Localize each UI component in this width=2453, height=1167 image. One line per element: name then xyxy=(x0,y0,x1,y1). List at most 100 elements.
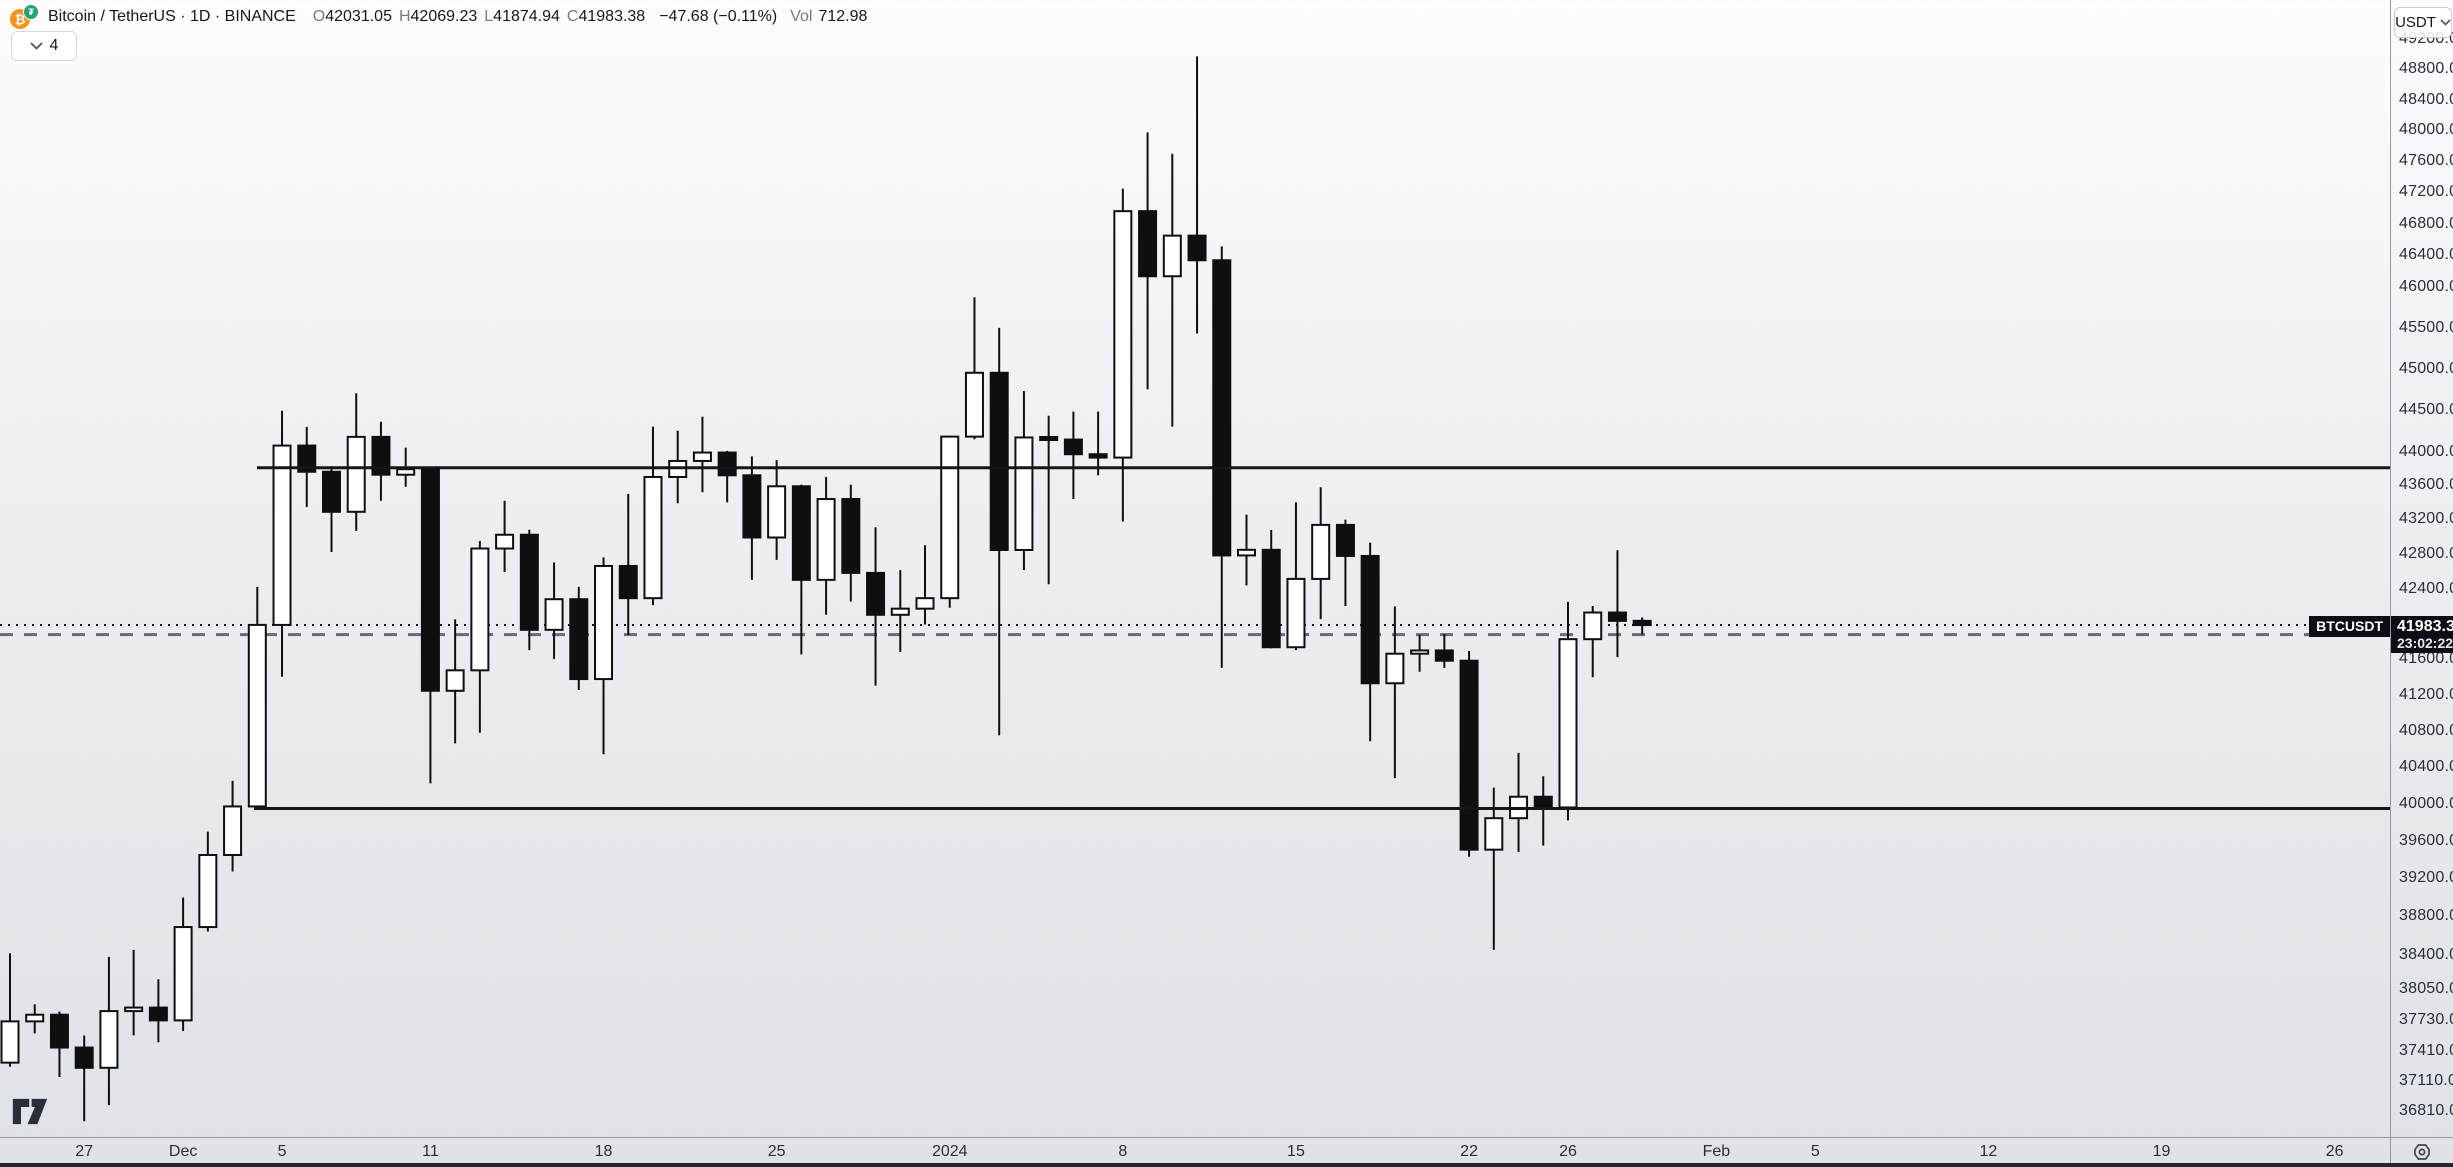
candle-dec-25 xyxy=(767,460,787,560)
candle-jan-26 xyxy=(1558,602,1578,821)
candle-dec-31 xyxy=(915,545,935,625)
candle-jan-13 xyxy=(1237,514,1256,586)
candle-jan-25 xyxy=(1533,776,1553,846)
candle-dec-5 xyxy=(272,410,292,677)
price-tick-label: 44500.00 xyxy=(2399,400,2453,418)
candle-dec-2 xyxy=(198,831,218,932)
candle-jan-8 xyxy=(1113,188,1133,522)
price-tick-label: 36810.00 xyxy=(2399,1101,2453,1119)
time-tick-label: 26 xyxy=(1559,1143,1577,1160)
time-tick-label: 19 xyxy=(2152,1143,2171,1160)
candle-nov-26 xyxy=(49,1011,69,1077)
price-scale[interactable]: USDT 41983.38 23:02:22 49200.0048800.004… xyxy=(2390,0,2453,1137)
hidden-indicator-count: 4 xyxy=(49,37,59,54)
candle-jan-14 xyxy=(1261,529,1281,649)
legend-collapse-button[interactable]: 4 xyxy=(11,31,77,61)
candle-jan-28 xyxy=(1607,550,1627,658)
candle-dec-14 xyxy=(495,500,515,573)
symbol-title[interactable]: Bitcoin / TetherUS · 1D · BINANCE xyxy=(48,8,296,25)
candle-dec-13 xyxy=(470,540,490,733)
candle-jan-17 xyxy=(1335,519,1355,607)
candle-dec-22 xyxy=(692,416,712,493)
time-tick-label: 26 xyxy=(2325,1143,2344,1160)
candle-jan-5 xyxy=(1039,415,1059,585)
candle-jan-2 xyxy=(964,297,984,440)
candle-jan-6 xyxy=(1063,411,1083,500)
time-tick-label: 15 xyxy=(1287,1143,1305,1160)
volume-label: Vol xyxy=(790,8,813,25)
price-line-symbol-tag: BTCUSDT xyxy=(2309,616,2390,638)
time-tick-label: 27 xyxy=(75,1143,94,1160)
price-tick-label: 41600.00 xyxy=(2399,649,2453,667)
candle-dec-26 xyxy=(791,484,811,655)
price-tick-label: 39200.00 xyxy=(2399,869,2453,887)
candle-nov-25 xyxy=(25,1004,45,1034)
price-tick-label: 43200.00 xyxy=(2399,510,2453,528)
tether-coin-icon: ₮ xyxy=(23,4,39,20)
price-unit-button[interactable]: USDT xyxy=(2394,7,2452,38)
candle-jan-18 xyxy=(1360,542,1380,742)
current-price-value: 41983.38 xyxy=(2397,618,2453,636)
candle-dec-4 xyxy=(247,586,267,808)
candle-jan-3 xyxy=(989,327,1009,736)
time-tick-label: 2024 xyxy=(931,1143,968,1160)
candlestick-plot-area[interactable] xyxy=(0,0,2390,1137)
price-tick-label: 40400.00 xyxy=(2399,758,2453,776)
current-price-label: 41983.38 23:02:22 xyxy=(2391,616,2453,654)
time-tick-label: 12 xyxy=(1979,1143,1998,1160)
candle-nov-30 xyxy=(148,979,168,1043)
time-tick-label: 18 xyxy=(594,1143,613,1160)
tradingview-logo[interactable] xyxy=(12,1098,48,1130)
ohlc-key: C xyxy=(566,8,579,25)
time-tick-label: 8 xyxy=(1118,1143,1128,1160)
candle-dec-3 xyxy=(223,780,243,872)
price-tick-label: 40800.00 xyxy=(2399,721,2453,739)
ohlc-key: O xyxy=(312,8,326,25)
scales-settings-corner[interactable] xyxy=(2390,1137,2453,1165)
candle-jan-10 xyxy=(1162,153,1182,427)
candle-dec-23 xyxy=(717,450,737,503)
price-tick-label: 46000.00 xyxy=(2399,278,2453,296)
price-unit-label: USDT xyxy=(2395,14,2436,31)
price-tick-label: 41200.00 xyxy=(2399,685,2453,703)
candle-jan-23 xyxy=(1484,787,1504,950)
price-tick-label: 45500.00 xyxy=(2399,318,2453,336)
candle-dec-30 xyxy=(890,570,910,652)
candle-dec-9 xyxy=(371,421,391,501)
candle-dec-18 xyxy=(594,557,614,755)
candle-dec-1 xyxy=(173,897,193,1031)
ohlc-value: 42069.23 xyxy=(410,8,478,25)
time-tick-label: Dec xyxy=(168,1143,198,1160)
candle-dec-17 xyxy=(569,586,589,690)
candle-jan-27 xyxy=(1583,606,1603,678)
volume-value: 712.98 xyxy=(818,8,868,25)
price-tick-label: 47200.00 xyxy=(2399,183,2453,201)
candle-dec-11 xyxy=(420,467,440,784)
candle-dec-19 xyxy=(618,493,638,636)
time-scale[interactable]: 27 Dec 5 11 18 25 2024 8 15 22 26 Feb 5 12 19 26 xyxy=(0,1137,2390,1165)
candle-nov-28 xyxy=(99,956,119,1106)
symbol-legend[interactable]: ₿ ₮ Bitcoin / TetherUS · 1D · BINANCE O4… xyxy=(10,4,867,30)
window-bottom-border xyxy=(0,1163,2453,1167)
candle-nov-29 xyxy=(124,949,144,1036)
candle-jan-1 xyxy=(940,435,960,608)
price-tick-label: 42800.00 xyxy=(2399,544,2453,562)
candle-nov-24 xyxy=(0,953,20,1067)
ohlc-value: 41983.38 xyxy=(578,8,646,25)
candle-jan-15 xyxy=(1286,502,1306,651)
candle-dec-15 xyxy=(519,529,539,651)
candle-dec-27 xyxy=(816,476,836,615)
candle-jan-16 xyxy=(1311,487,1331,620)
candle-dec-8 xyxy=(346,393,366,531)
price-tick-label: 46800.00 xyxy=(2399,214,2453,232)
price-tick-label: 37410.00 xyxy=(2399,1042,2453,1060)
bar-countdown: 23:02:22 xyxy=(2397,635,2453,652)
candle-jan-7 xyxy=(1088,411,1108,476)
change-value: −47.68 (−0.11%) xyxy=(659,8,778,25)
candlestick-chart[interactable] xyxy=(0,0,2390,1137)
candle-nov-27 xyxy=(74,1035,94,1122)
price-tick-label: 42400.00 xyxy=(2399,579,2453,597)
candle-jan-12 xyxy=(1212,246,1232,668)
price-tick-label: 38800.00 xyxy=(2399,907,2453,925)
